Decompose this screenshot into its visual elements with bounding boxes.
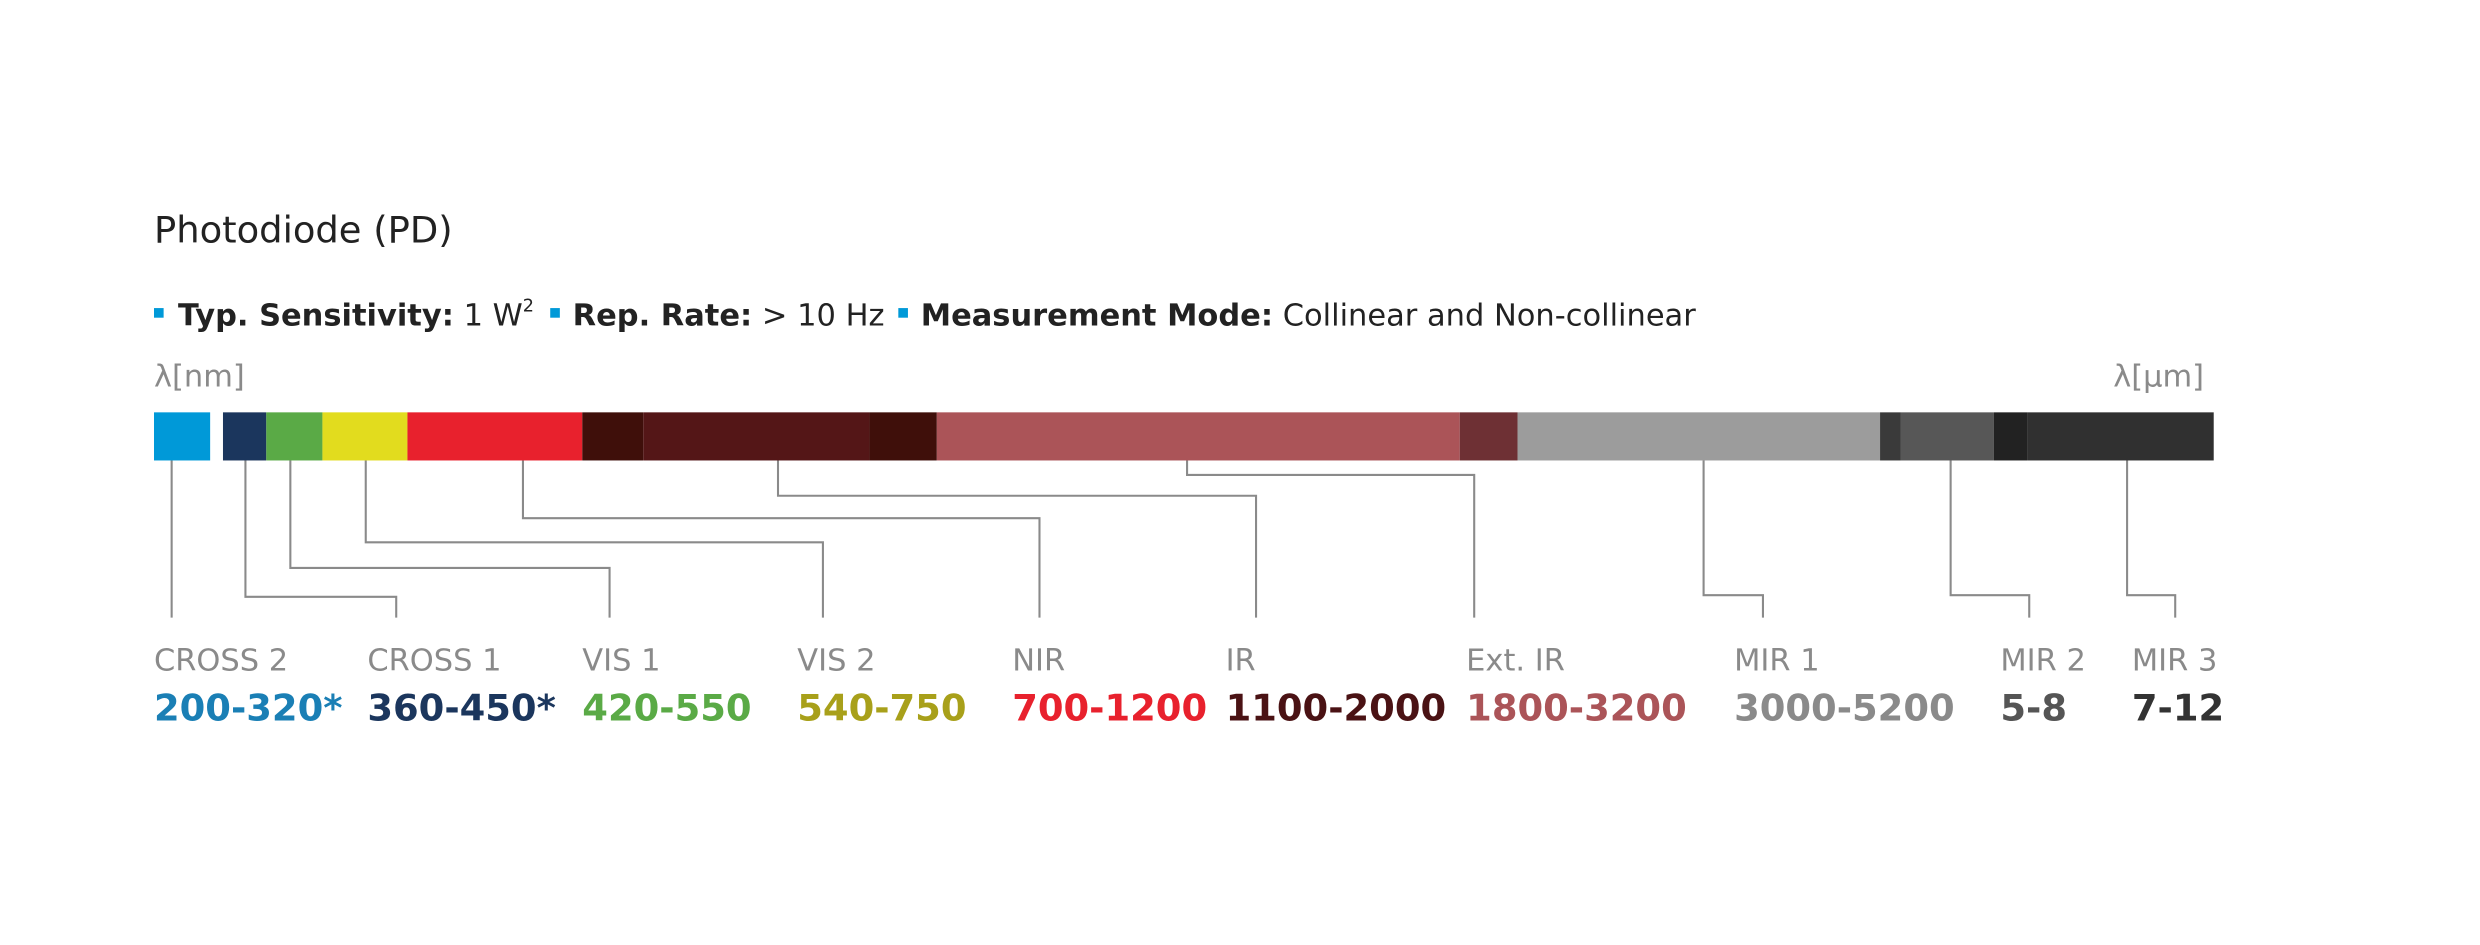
connector — [289, 460, 611, 618]
spec-label: Rep. Rate: — [573, 299, 753, 334]
spec: Measurement Mode: Collinear and Non-coll… — [921, 299, 1696, 334]
segment — [1517, 412, 1881, 461]
band-name: CROSS 1 — [367, 644, 501, 679]
connector — [1702, 460, 1764, 618]
band-name: VIS 2 — [797, 644, 875, 679]
band-name: VIS 1 — [582, 644, 660, 679]
band-name: CROSS 2 — [154, 644, 288, 679]
spec: Typ. Sensitivity: 1 W2 — [178, 296, 534, 333]
segment — [266, 412, 323, 461]
band-range: 1100-2000 — [1226, 686, 1447, 729]
spec: Rep. Rate: > 10 Hz — [573, 299, 885, 334]
connector — [244, 460, 398, 618]
band-range: 360-450* — [367, 686, 556, 729]
spec-label: Measurement Mode: — [921, 299, 1273, 334]
band-name: MIR 2 — [2000, 644, 2086, 679]
band-name: Ext. IR — [1466, 644, 1565, 679]
segment — [582, 412, 644, 461]
segment — [1459, 412, 1518, 461]
spec-value: Collinear and Non-collinear — [1283, 299, 1697, 334]
segment — [869, 412, 937, 461]
band-range: 1800-3200 — [1466, 686, 1687, 729]
band-range: 420-550 — [582, 686, 751, 729]
connectors — [170, 460, 2177, 618]
band-name: NIR — [1012, 644, 1065, 679]
segment — [1900, 412, 1994, 461]
band-range: 200-320* — [154, 686, 343, 729]
title: Photodiode (PD) — [154, 208, 453, 251]
band-labels: CROSS 2 200-320* CROSS 1 360-450* VIS 1 … — [154, 644, 2224, 730]
segment — [153, 412, 211, 461]
segment — [322, 412, 408, 461]
segment — [407, 412, 583, 461]
bullet — [550, 308, 560, 318]
bullet — [898, 308, 908, 318]
specs: Typ. Sensitivity: 1 W2 Rep. Rate: > 10 H… — [153, 296, 1696, 334]
band-name: IR — [1226, 644, 1256, 679]
connector — [521, 460, 1041, 618]
connector — [1186, 460, 1476, 618]
spectrum-bar — [153, 412, 2214, 461]
band-range: 700-1200 — [1012, 686, 1207, 729]
axis-right: λ[µm] — [2113, 360, 2204, 395]
connector — [1949, 460, 2031, 618]
band-name: MIR 3 — [2132, 644, 2218, 679]
bullet — [153, 308, 164, 318]
connector — [2126, 460, 2177, 618]
band-range: 5-8 — [2000, 686, 2067, 729]
band-range: 3000-5200 — [1734, 686, 1955, 729]
connector — [364, 460, 824, 618]
segment — [643, 412, 870, 461]
segment — [936, 412, 1460, 461]
segment — [1880, 412, 1901, 461]
band-name: MIR 1 — [1734, 644, 1820, 679]
connector — [776, 460, 1258, 618]
axis-left: λ[nm] — [154, 360, 245, 395]
band-range: 540-750 — [797, 686, 966, 729]
spec-label: Typ. Sensitivity: — [178, 299, 454, 334]
segment — [222, 412, 267, 461]
spec-value: > 10 Hz — [762, 299, 885, 334]
spec-sup: 2 — [523, 296, 534, 316]
segment — [2027, 412, 2214, 461]
segment — [1993, 412, 2028, 461]
band-range: 7-12 — [2132, 686, 2224, 729]
spec-value: 1 W — [464, 299, 523, 334]
